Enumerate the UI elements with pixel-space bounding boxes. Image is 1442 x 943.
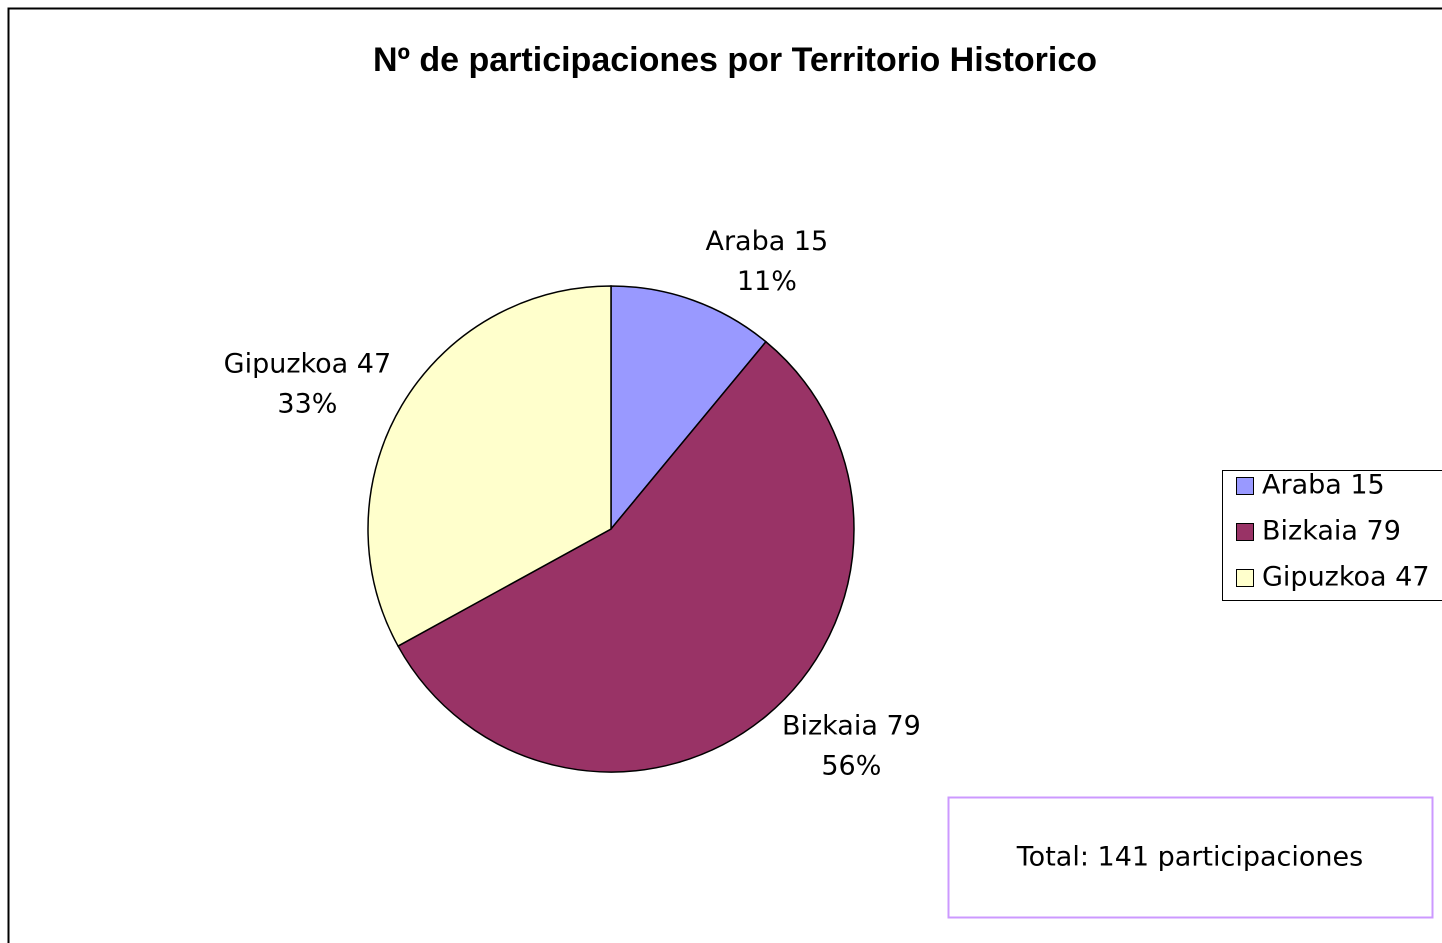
legend	[1222, 470, 1442, 601]
annotation: Total: 141 participaciones	[1016, 842, 1363, 873]
pie-slice	[367, 285, 612, 648]
data-label-name: Bizkaia 79	[782, 711, 921, 742]
legend-label: Gipuzkoa 47	[1262, 562, 1430, 593]
data-label-value: 56%	[821, 751, 881, 782]
pie-slice	[610, 285, 767, 532]
legend-label: Araba 15	[1262, 470, 1385, 501]
chart-title: Nº de participaciones por Territorio His…	[373, 41, 1097, 79]
pie-slice	[397, 340, 855, 773]
data-label-name: Araba 15	[705, 226, 828, 257]
data-label-value: 11%	[737, 266, 797, 297]
legend-swatch	[1236, 523, 1254, 541]
annotation-box	[947, 796, 1434, 919]
data-label-name: Gipuzkoa 47	[224, 348, 392, 379]
legend-swatch	[1236, 477, 1254, 495]
legend-label: Bizkaia 79	[1262, 516, 1401, 547]
data-label-value: 33%	[277, 388, 337, 419]
legend-swatch	[1236, 569, 1254, 587]
